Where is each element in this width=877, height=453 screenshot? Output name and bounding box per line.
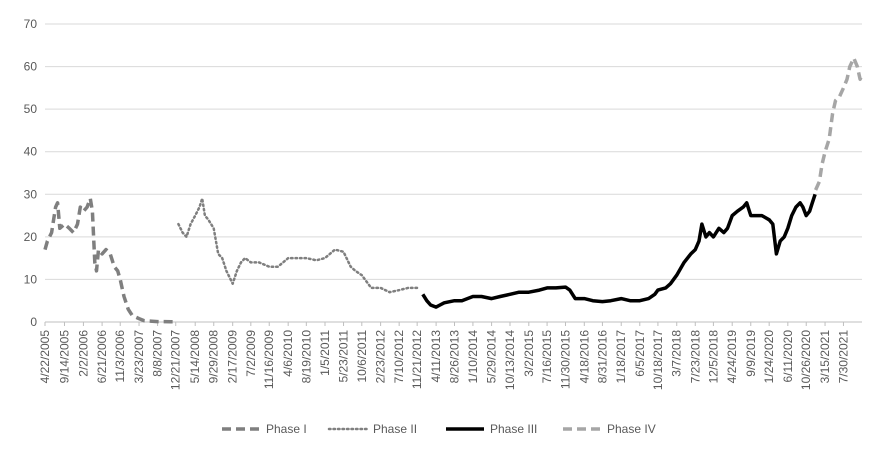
x-tick-label: 6/5/2017 bbox=[633, 330, 647, 377]
x-tick-label: 11/30/2015 bbox=[558, 330, 572, 389]
x-tick-label: 5/14/2008 bbox=[188, 330, 202, 384]
legend-label: Phase IV bbox=[607, 422, 656, 436]
y-tick-label: 30 bbox=[24, 187, 38, 201]
x-tick-label: 11/21/2012 bbox=[410, 330, 424, 389]
x-tick-label: 10/13/2014 bbox=[503, 330, 517, 390]
series-line-phase-iv bbox=[814, 56, 864, 191]
x-tick-label: 5/29/2014 bbox=[485, 330, 499, 384]
legend-label: Phase II bbox=[373, 422, 417, 436]
x-tick-label: 8/26/2013 bbox=[448, 330, 462, 384]
x-tick-label: 1/5/2011 bbox=[318, 330, 332, 376]
legend-label: Phase III bbox=[490, 422, 537, 436]
x-tick-label: 10/6/2011 bbox=[355, 330, 369, 383]
y-tick-label: 60 bbox=[24, 60, 38, 74]
x-tick-label: 8/19/2010 bbox=[299, 330, 313, 384]
x-tick-label: 8/8/2007 bbox=[151, 330, 165, 377]
legend: Phase I Phase II Phase III Phase IV bbox=[222, 422, 656, 436]
gridlines bbox=[45, 23, 862, 323]
axes: 0 10 20 30 40 50 60 70 4/22/2005 9/14/2005 2/2/200… bbox=[24, 17, 862, 390]
x-tick-label: 1/18/2017 bbox=[614, 330, 628, 384]
legend-label: Phase I bbox=[266, 422, 307, 436]
x-tick-label: 6/11/2020 bbox=[781, 330, 795, 383]
x-tick-label: 3/15/2021 bbox=[818, 330, 832, 384]
x-tick-label: 4/11/2013 bbox=[429, 330, 443, 383]
x-tick-label: 2/23/2012 bbox=[374, 330, 388, 384]
y-tick-label: 20 bbox=[24, 230, 38, 244]
series-line-phase-iii bbox=[421, 193, 817, 309]
x-tick-label: 2/2/2006 bbox=[76, 330, 90, 377]
x-tick-label: 4/6/2010 bbox=[281, 330, 295, 377]
x-tick-label: 10/26/2020 bbox=[799, 330, 813, 390]
x-tick-label: 8/31/2016 bbox=[595, 330, 609, 384]
x-tick-label: 9/9/2019 bbox=[744, 330, 758, 377]
x-tick-label: 10/18/2017 bbox=[651, 330, 665, 390]
series-line-phase-i bbox=[43, 196, 176, 324]
x-tick-label: 3/7/2018 bbox=[670, 330, 684, 377]
series-line-phase-ii bbox=[177, 197, 419, 294]
series-lines bbox=[43, 56, 864, 324]
x-tick-label: 2/17/2009 bbox=[226, 330, 240, 384]
x-tick-label: 4/24/2019 bbox=[725, 330, 739, 384]
x-tick-label: 7/2/2009 bbox=[244, 330, 258, 377]
y-tick-label: 50 bbox=[24, 102, 38, 116]
y-tick-label: 10 bbox=[24, 272, 38, 286]
x-tick-label: 4/22/2005 bbox=[38, 330, 52, 384]
y-tick-label: 70 bbox=[24, 17, 38, 31]
x-tick-label: 7/23/2018 bbox=[688, 330, 702, 384]
x-tick-label: 7/10/2012 bbox=[392, 330, 406, 384]
x-tick-label: 11/3/2006 bbox=[113, 330, 127, 383]
x-tick-label: 3/23/2007 bbox=[132, 330, 146, 384]
y-tick-label: 0 bbox=[30, 315, 37, 329]
x-tick-label: 1/24/2020 bbox=[762, 330, 776, 384]
x-tick-label: 1/10/2014 bbox=[466, 330, 480, 384]
x-tick-label: 11/16/2009 bbox=[262, 330, 276, 389]
x-tick-label: 3/2/2015 bbox=[522, 330, 536, 377]
x-tick-label: 9/29/2008 bbox=[207, 330, 221, 384]
x-tick-label: 9/14/2005 bbox=[57, 330, 71, 384]
x-tick-label: 4/18/2016 bbox=[577, 330, 591, 384]
x-tick-label: 5/23/2011 bbox=[337, 330, 351, 383]
x-tick-label: 6/21/2006 bbox=[95, 330, 109, 384]
x-tick-label: 7/16/2015 bbox=[540, 330, 554, 384]
x-tick-label: 12/21/2007 bbox=[169, 330, 183, 390]
x-tick-label: 7/30/2021 bbox=[836, 330, 850, 384]
y-tick-label: 40 bbox=[24, 145, 38, 159]
x-tick-label: 12/5/2018 bbox=[706, 330, 720, 384]
